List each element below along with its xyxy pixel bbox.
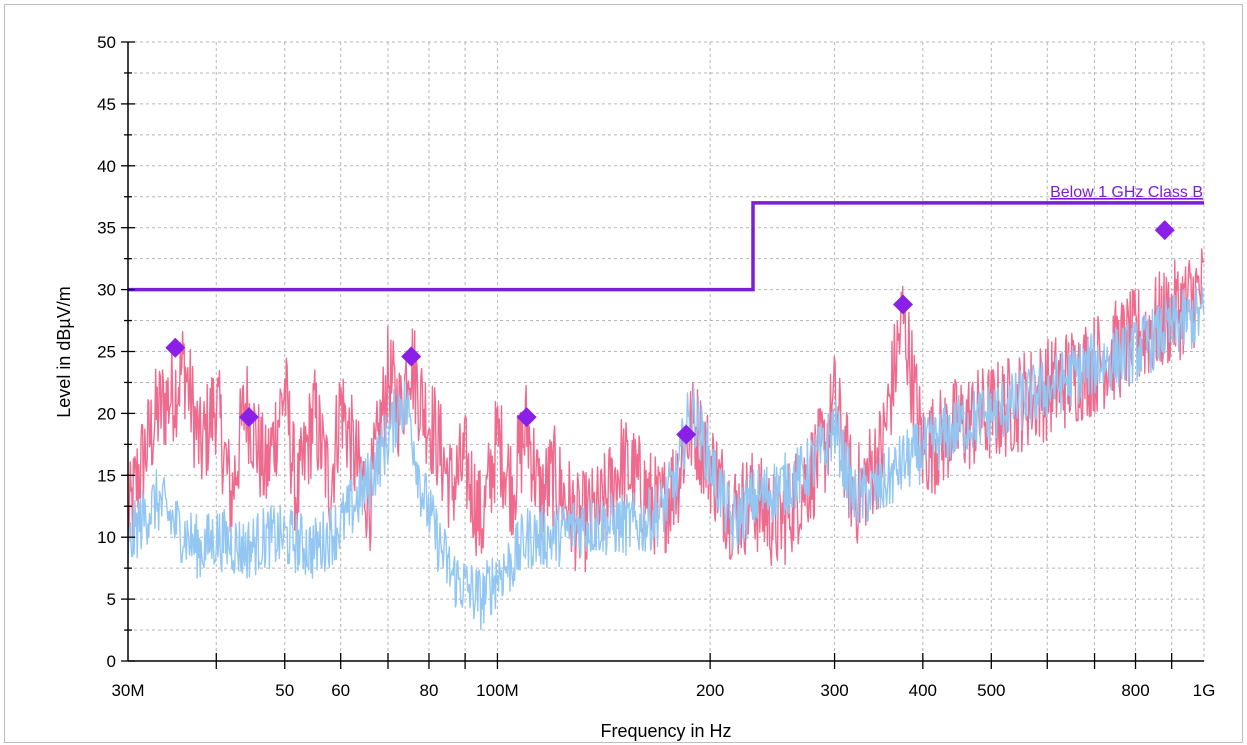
x-tick-label: 30M: [111, 681, 144, 700]
x-axis-title: Frequency in Hz: [600, 721, 731, 741]
axes: [121, 41, 1204, 669]
traces: [127, 201, 1205, 631]
peak-marker: [893, 294, 914, 315]
y-tick-label: 50: [97, 33, 116, 52]
y-tick-label: 45: [97, 95, 116, 114]
x-tick-label: 500: [977, 681, 1005, 700]
x-tick-label: 1G: [1193, 681, 1216, 700]
x-tick-label: 400: [909, 681, 937, 700]
peak-marker: [516, 407, 537, 428]
y-tick-label: 10: [97, 528, 116, 547]
x-tick-label: 200: [696, 681, 724, 700]
x-tick-label: 300: [820, 681, 848, 700]
peak-marker: [1154, 220, 1175, 241]
y-axis-title: Level in dBµV/m: [54, 286, 74, 417]
y-tick-label: 35: [97, 219, 116, 238]
trace-average: [127, 286, 1205, 631]
limit-line: [128, 201, 1204, 292]
y-tick-label: 15: [97, 466, 116, 485]
peak-marker: [401, 346, 422, 367]
y-tick-label: 20: [97, 404, 116, 423]
peak-marker: [165, 337, 186, 358]
x-tick-label: 50: [275, 681, 294, 700]
grid: [128, 41, 1205, 661]
y-tick-label: 0: [107, 652, 116, 671]
x-tick-label: 60: [331, 681, 350, 700]
peak-markers: [165, 220, 1175, 445]
y-tick-label: 25: [97, 343, 116, 362]
x-tick-label: 100M: [476, 681, 519, 700]
peak-marker: [676, 424, 697, 445]
x-tick-label: 800: [1121, 681, 1149, 700]
y-tick-label: 5: [107, 590, 116, 609]
limit-line-label: Below 1 GHz Class B: [1050, 184, 1203, 201]
peak-marker: [238, 407, 259, 428]
y-tick-label: 30: [97, 281, 116, 300]
trace-peak: [127, 248, 1205, 573]
y-tick-label: 40: [97, 157, 116, 176]
tick-labels: 0 5 10 15 20 25 30 35 40 45 50 30M 50 60 80 100M 200 300 4…: [97, 33, 1215, 700]
x-tick-label: 80: [420, 681, 439, 700]
chart-frame: [4, 4, 1243, 743]
